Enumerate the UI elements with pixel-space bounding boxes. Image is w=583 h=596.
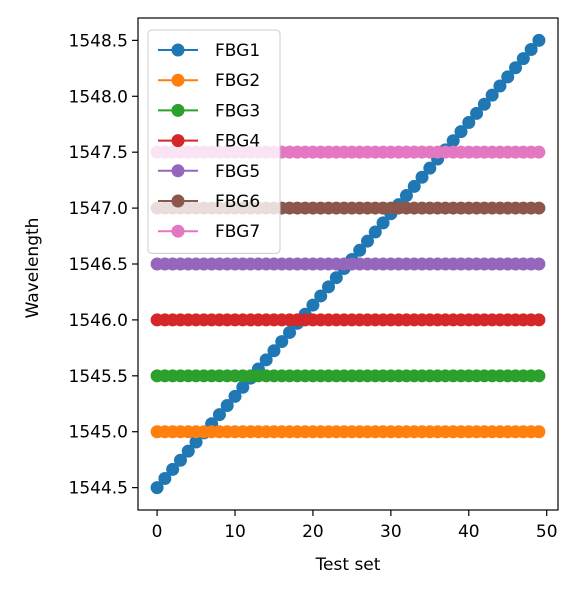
x-tick-label: 20 (302, 522, 324, 542)
data-point-fbg1 (485, 88, 499, 102)
legend-label: FBG1 (215, 41, 260, 61)
data-point-fbg1 (322, 280, 336, 294)
data-point-fbg1 (329, 271, 343, 285)
y-tick-label: 1547.0 (69, 199, 128, 219)
legend-label: FBG7 (215, 222, 260, 242)
y-tick-label: 1545.0 (69, 423, 128, 443)
x-axis: 0 10 20 30 40 50 (152, 510, 558, 542)
legend-swatch-marker (171, 164, 185, 178)
legend-label: FBG5 (215, 162, 260, 182)
series-fbg4 (150, 313, 546, 327)
legend-swatch-marker (171, 224, 185, 238)
data-point-fbg1 (166, 462, 180, 476)
y-tick-label: 1544.5 (69, 479, 128, 499)
legend-item-fbg6: FBG6 (158, 192, 260, 212)
y-axis: 1544.5 1545.0 1545.5 1546.0 1546.5 1547.0 1547… (69, 31, 138, 499)
data-point-fbg1 (283, 325, 297, 339)
data-point-fbg4 (532, 313, 546, 327)
data-point-fbg1 (228, 389, 242, 403)
legend-item-fbg7: FBG7 (158, 222, 260, 242)
legend-item-fbg3: FBG3 (158, 101, 260, 121)
legend-item-fbg2: FBG2 (158, 71, 260, 91)
data-point-fbg6 (532, 201, 546, 215)
legend-label: FBG6 (215, 192, 260, 212)
legend-swatch-marker (171, 134, 185, 148)
data-point-fbg1 (415, 170, 429, 184)
data-point-fbg1 (236, 380, 250, 394)
data-point-fbg1 (532, 33, 546, 47)
series-fbg5 (150, 257, 546, 271)
data-point-fbg1 (470, 106, 484, 120)
data-point-fbg1 (189, 435, 203, 449)
series-fbg1 (150, 33, 546, 495)
data-point-fbg1 (259, 353, 273, 367)
data-point-fbg1 (158, 472, 172, 486)
legend-item-fbg4: FBG4 (158, 132, 260, 152)
y-axis-label: Wavelength (23, 218, 43, 319)
y-tick-label: 1546.5 (69, 255, 128, 275)
data-point-fbg1 (477, 97, 491, 111)
data-point-fbg1 (173, 453, 187, 467)
x-axis-label: Test set (315, 555, 381, 575)
data-point-fbg1 (407, 179, 421, 193)
data-point-fbg1 (306, 298, 320, 312)
x-tick-label: 40 (458, 522, 480, 542)
data-point-fbg3 (532, 369, 546, 383)
legend-box (147, 29, 281, 254)
legend-swatch-marker (171, 194, 185, 208)
series-fbg3 (150, 369, 546, 383)
data-point-fbg1 (516, 52, 530, 66)
y-tick-label: 1548.5 (69, 31, 128, 51)
data-point-fbg1 (501, 70, 515, 84)
legend-label: FBG4 (215, 132, 260, 152)
data-point-fbg1 (493, 79, 507, 93)
data-point-fbg1 (181, 444, 195, 458)
x-tick-label: 0 (152, 522, 163, 542)
legend-item-fbg1: FBG1 (158, 41, 260, 61)
data-point-fbg1 (360, 234, 374, 248)
legend-item-fbg5: FBG5 (158, 162, 260, 182)
data-point-fbg1 (454, 125, 468, 139)
data-point-fbg1 (314, 289, 328, 303)
data-point-fbg1 (212, 408, 226, 422)
data-point-fbg1 (399, 189, 413, 203)
legend-swatch-marker (171, 43, 185, 57)
series-fbg2 (150, 425, 546, 439)
series-layer (150, 33, 546, 495)
data-point-fbg1 (220, 398, 234, 412)
x-tick-label: 50 (536, 522, 558, 542)
data-point-fbg5 (532, 257, 546, 271)
y-tick-label: 1545.5 (69, 367, 128, 387)
y-tick-label: 1547.5 (69, 143, 128, 163)
data-point-fbg1 (462, 116, 476, 130)
data-point-fbg1 (446, 134, 460, 148)
y-tick-label: 1546.0 (69, 311, 128, 331)
data-point-fbg1 (368, 225, 382, 239)
legend-swatch-marker (171, 73, 185, 87)
data-point-fbg1 (524, 42, 538, 56)
data-point-fbg2 (532, 425, 546, 439)
data-point-fbg1 (376, 216, 390, 230)
legend: FBG1 FBG2 FBG3 FBG4 FBG5 FBG6 FBG7 (147, 29, 281, 254)
data-point-fbg1 (423, 161, 437, 175)
data-point-fbg1 (509, 61, 523, 75)
x-tick-label: 10 (224, 522, 246, 542)
data-point-fbg7 (532, 145, 546, 159)
data-point-fbg1 (275, 335, 289, 349)
data-point-fbg1 (150, 481, 164, 495)
data-point-fbg1 (353, 243, 367, 257)
data-point-fbg1 (267, 344, 281, 358)
legend-label: FBG3 (215, 101, 260, 121)
legend-swatch-marker (171, 103, 185, 117)
y-tick-label: 1548.0 (69, 87, 128, 107)
legend-label: FBG2 (215, 71, 260, 91)
x-tick-label: 30 (380, 522, 402, 542)
